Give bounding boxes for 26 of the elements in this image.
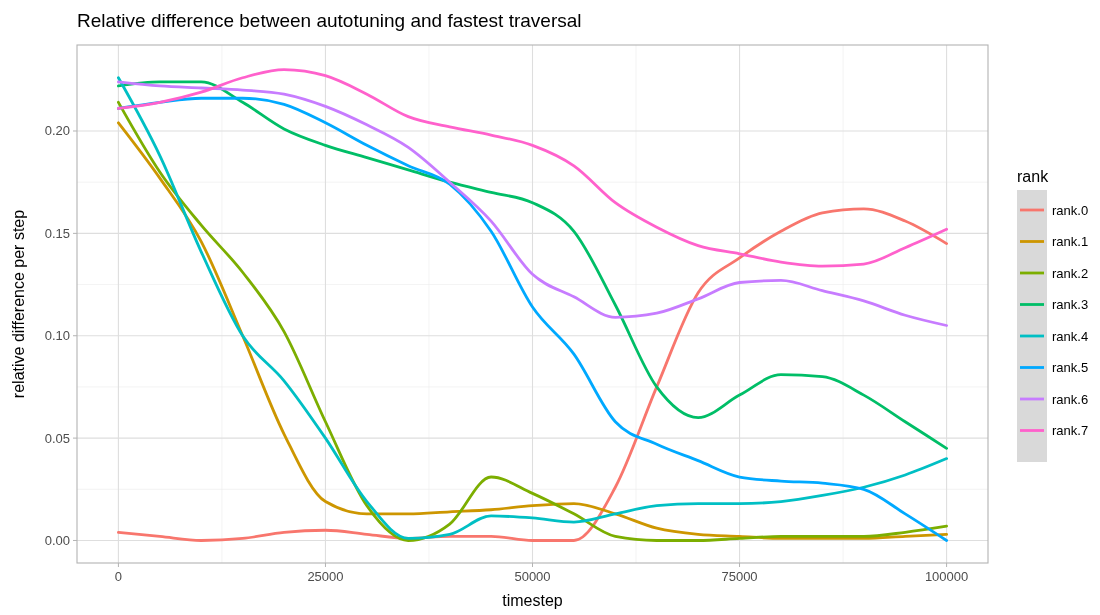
- legend-label: rank.5: [1052, 360, 1089, 375]
- legend-label: rank.1: [1052, 234, 1089, 249]
- line-series: [117, 207, 948, 542]
- legend-label: rank.3: [1052, 297, 1089, 312]
- legend-title: rank: [1017, 168, 1050, 185]
- line-series: [117, 68, 948, 268]
- line-series: [117, 80, 948, 450]
- chart-title: Relative difference between autotuning and fastest traversal: [77, 10, 582, 31]
- legend-label: rank.4: [1052, 328, 1089, 344]
- y-tick-label: 0.00: [44, 532, 70, 548]
- x-tick-label: 75000: [721, 569, 758, 584]
- y-tick-label: 0.15: [44, 225, 70, 241]
- legend-label: rank.6: [1052, 391, 1089, 407]
- legend-label: rank.0: [1052, 202, 1089, 218]
- y-tick-label: 0.10: [44, 328, 70, 344]
- x-tick-label: 50000: [514, 569, 551, 584]
- y-tick-label: 0.05: [44, 430, 70, 446]
- legend-label: rank.2: [1052, 265, 1089, 281]
- x-axis-title: timestep: [502, 592, 563, 609]
- legend-label: rank.7: [1052, 423, 1089, 438]
- y-axis-title: relative difference per step: [10, 209, 27, 399]
- y-tick-label: 0.20: [44, 123, 70, 139]
- line-series: [117, 80, 948, 327]
- x-tick-label: 0: [114, 569, 123, 584]
- x-tick-label: 25000: [307, 569, 344, 584]
- x-tick-label: 100000: [924, 569, 969, 584]
